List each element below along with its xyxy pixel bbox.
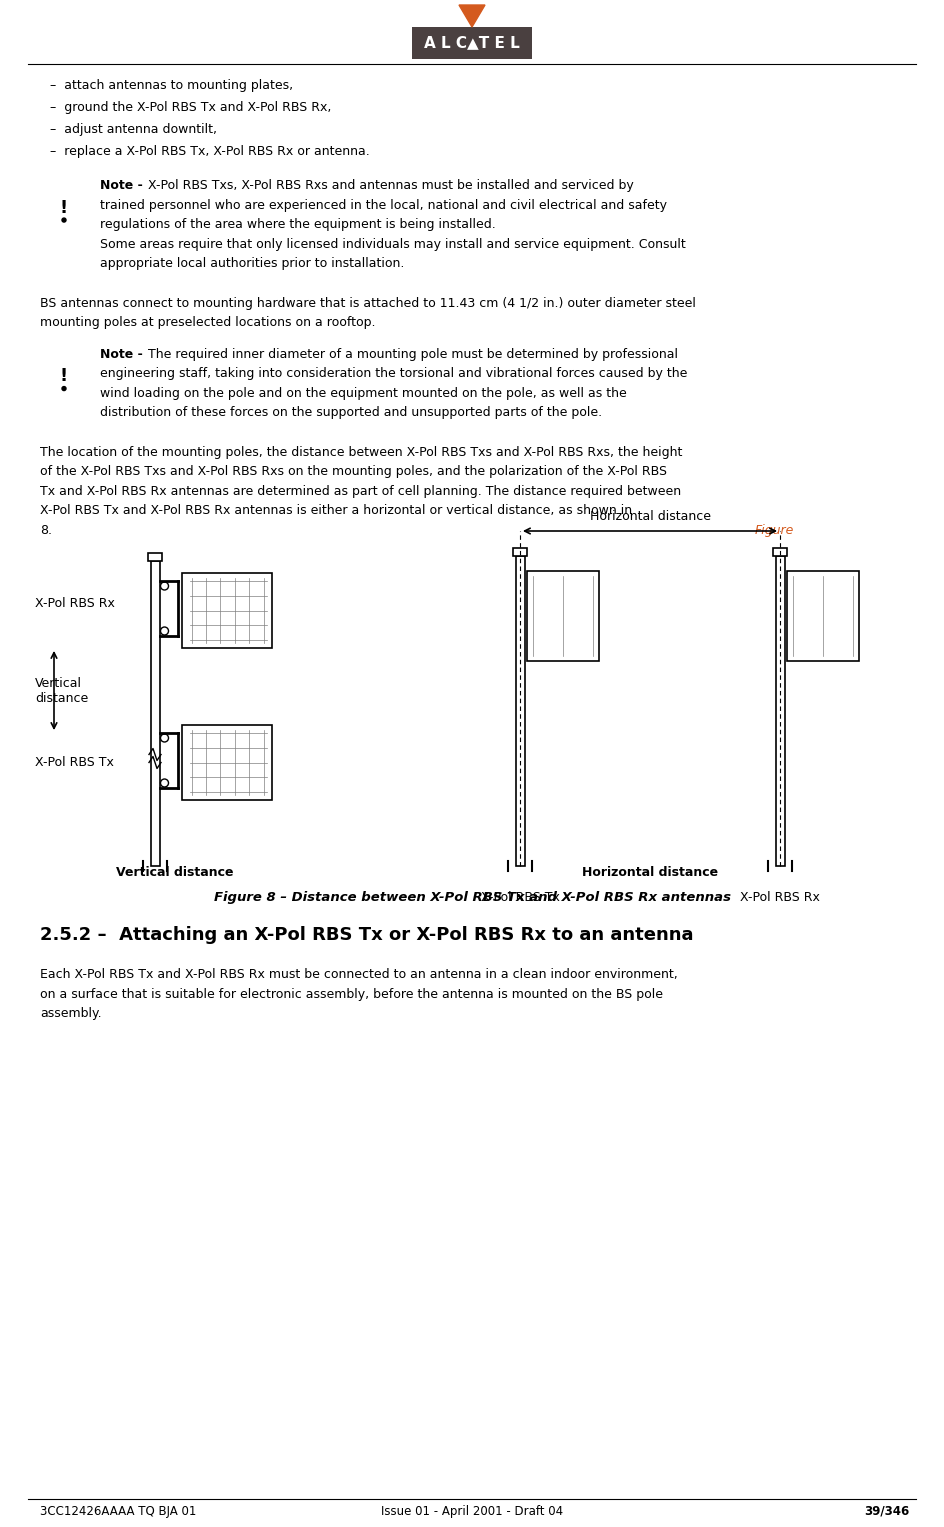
Text: appropriate local authorities prior to installation.: appropriate local authorities prior to i… <box>100 257 404 270</box>
Text: The required inner diameter of a mounting pole must be determined by professiona: The required inner diameter of a mountin… <box>148 348 678 360</box>
Text: Note -: Note - <box>100 179 147 192</box>
Text: Each X-Pol RBS Tx and X-Pol RBS Rx must be connected to an antenna in a clean in: Each X-Pol RBS Tx and X-Pol RBS Rx must … <box>40 968 678 980</box>
Text: engineering staff, taking into consideration the torsional and vibrational force: engineering staff, taking into considera… <box>100 366 687 380</box>
Text: Tx and X-Pol RBS Rx antennas are determined as part of cell planning. The distan: Tx and X-Pol RBS Rx antennas are determi… <box>40 484 682 498</box>
Text: Note -: Note - <box>100 348 147 360</box>
Bar <box>513 548 527 556</box>
Bar <box>412 27 532 60</box>
Polygon shape <box>45 186 83 224</box>
Text: Figure 8 – Distance between X-Pol RBS Tx and X-Pol RBS Rx antennas: Figure 8 – Distance between X-Pol RBS Tx… <box>213 890 731 904</box>
Text: distribution of these forces on the supported and unsupported parts of the pole.: distribution of these forces on the supp… <box>100 406 602 418</box>
Text: assembly.: assembly. <box>40 1006 102 1020</box>
Text: on a surface that is suitable for electronic assembly, before the antenna is mou: on a surface that is suitable for electr… <box>40 988 663 1000</box>
Polygon shape <box>459 5 485 27</box>
Bar <box>527 571 599 661</box>
Text: Issue 01 - April 2001 - Draft 04: Issue 01 - April 2001 - Draft 04 <box>381 1506 563 1518</box>
Text: –  ground the X-Pol RBS Tx and X-Pol RBS Rx,: – ground the X-Pol RBS Tx and X-Pol RBS … <box>50 101 331 115</box>
Text: X-Pol RBS Txs, X-Pol RBS Rxs and antennas must be installed and serviced by: X-Pol RBS Txs, X-Pol RBS Rxs and antenna… <box>148 179 633 192</box>
Text: !: ! <box>59 368 68 385</box>
Text: A L C▲T E L: A L C▲T E L <box>424 35 520 50</box>
Text: X-Pol RBS Tx: X-Pol RBS Tx <box>35 756 114 770</box>
Text: Horizontal distance: Horizontal distance <box>589 510 711 524</box>
Circle shape <box>62 218 66 221</box>
Circle shape <box>160 628 168 635</box>
Text: –  adjust antenna downtilt,: – adjust antenna downtilt, <box>50 124 217 136</box>
Bar <box>181 725 272 800</box>
Text: !: ! <box>59 199 68 217</box>
Text: X-Pol RBS Tx: X-Pol RBS Tx <box>480 890 560 904</box>
Bar <box>148 553 162 560</box>
Text: –  attach antennas to mounting plates,: – attach antennas to mounting plates, <box>50 79 294 92</box>
Bar <box>181 573 272 647</box>
Text: The location of the mounting poles, the distance between X-Pol RBS Txs and X-Pol: The location of the mounting poles, the … <box>40 446 683 458</box>
Text: wind loading on the pole and on the equipment mounted on the pole, as well as th: wind loading on the pole and on the equi… <box>100 386 627 400</box>
Text: Vertical
distance: Vertical distance <box>35 676 88 704</box>
Circle shape <box>62 386 66 391</box>
Polygon shape <box>45 356 83 394</box>
Circle shape <box>160 779 168 786</box>
Text: 8.: 8. <box>40 524 52 536</box>
Text: 39/346: 39/346 <box>864 1506 909 1518</box>
Circle shape <box>160 734 168 742</box>
Text: X-Pol RBS Rx: X-Pol RBS Rx <box>35 597 115 609</box>
Text: of the X-Pol RBS Txs and X-Pol RBS Rxs on the mounting poles, and the polarizati: of the X-Pol RBS Txs and X-Pol RBS Rxs o… <box>40 466 667 478</box>
Bar <box>776 556 784 866</box>
Text: mounting poles at preselected locations on a rooftop.: mounting poles at preselected locations … <box>40 316 376 328</box>
Bar <box>515 556 525 866</box>
Text: Some areas require that only licensed individuals may install and service equipm: Some areas require that only licensed in… <box>100 238 685 250</box>
Text: 2.5.2 –  Attaching an X-Pol RBS Tx or X-Pol RBS Rx to an antenna: 2.5.2 – Attaching an X-Pol RBS Tx or X-P… <box>40 925 694 944</box>
Text: –  replace a X-Pol RBS Tx, X-Pol RBS Rx or antenna.: – replace a X-Pol RBS Tx, X-Pol RBS Rx o… <box>50 145 370 157</box>
Text: trained personnel who are experienced in the local, national and civil electrica: trained personnel who are experienced in… <box>100 199 667 212</box>
Text: regulations of the area where the equipment is being installed.: regulations of the area where the equipm… <box>100 218 496 231</box>
Text: X-Pol RBS Tx and X-Pol RBS Rx antennas is either a horizontal or vertical distan: X-Pol RBS Tx and X-Pol RBS Rx antennas i… <box>40 504 636 518</box>
Text: X-Pol RBS Rx: X-Pol RBS Rx <box>740 890 820 904</box>
Bar <box>150 560 160 866</box>
Text: BS antennas connect to mounting hardware that is attached to 11.43 cm (4 1/2 in.: BS antennas connect to mounting hardware… <box>40 296 696 310</box>
Text: Vertical distance: Vertical distance <box>116 866 234 880</box>
Text: Figure: Figure <box>755 524 794 536</box>
Circle shape <box>160 582 168 589</box>
Bar <box>773 548 787 556</box>
Text: 3CC12426AAAA TQ BJA 01: 3CC12426AAAA TQ BJA 01 <box>40 1506 196 1518</box>
Text: Horizontal distance: Horizontal distance <box>582 866 718 880</box>
Bar <box>787 571 859 661</box>
